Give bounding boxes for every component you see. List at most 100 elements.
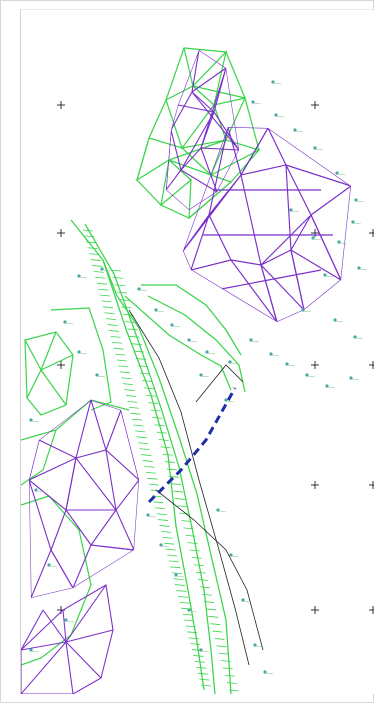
strip-hatch-mark	[162, 536, 173, 539]
survey-point-label-mark	[31, 420, 40, 423]
strip-hatch-mark	[210, 623, 221, 626]
grid-crosshair-mark	[311, 229, 319, 237]
strip-hatch-mark	[171, 572, 182, 575]
strip-hatch-mark	[98, 288, 109, 291]
strip-hatch-mark	[119, 371, 130, 374]
strip-hatch-mark	[144, 387, 155, 390]
strip-hatch-mark	[144, 465, 155, 468]
strip-hatch-mark	[99, 294, 110, 297]
grid-crosshair-mark	[369, 481, 374, 489]
strip-hatch-mark	[185, 534, 196, 537]
strip-hatch-mark	[133, 424, 144, 427]
strip-hatch-mark	[187, 631, 198, 634]
green-mesh-top	[135, 47, 261, 220]
strip-hatch-mark	[135, 430, 146, 433]
strip-hatch-mark	[93, 270, 104, 273]
strip-hatch-mark	[125, 321, 136, 323]
strip-hatch-mark	[147, 477, 158, 480]
survey-point-label-mark	[271, 354, 280, 357]
strip-hatch-mark	[185, 625, 196, 628]
survey-point-label-mark	[79, 276, 88, 279]
strip-hatch-mark	[152, 416, 163, 419]
survey-triangulation-drawing	[21, 47, 374, 694]
survey-point	[313, 146, 317, 150]
strip-hatch-mark	[179, 512, 190, 515]
strip-hatch-mark	[145, 471, 156, 474]
strip-hatch-mark	[168, 475, 180, 478]
strip-hatch-mark	[121, 306, 132, 309]
survey-point	[29, 418, 33, 422]
strip-hatch-mark	[154, 507, 166, 510]
survey-point-label-mark	[315, 148, 324, 151]
strip-hatch-mark	[130, 412, 141, 415]
strip-hatch-mark	[107, 324, 118, 326]
strip-hatch-mark	[181, 520, 192, 522]
strip-hatch-mark	[131, 343, 142, 346]
strip-hatch-mark	[191, 556, 202, 559]
survey-point	[333, 318, 337, 322]
strip-hatch-mark	[95, 276, 106, 279]
survey-point	[253, 643, 257, 647]
strip-hatch-mark	[90, 259, 101, 261]
strip-hatch-mark	[161, 530, 172, 533]
survey-point	[77, 274, 81, 278]
strip-hatch-mark	[136, 436, 147, 439]
survey-point-label-mark	[243, 600, 252, 603]
strip-hatch-mark	[129, 335, 140, 338]
survey-point-label-mark	[36, 490, 45, 493]
strip-hatch-mark	[190, 643, 201, 646]
strip-hatch-mark	[142, 380, 153, 382]
strip-hatch-mark	[128, 406, 140, 409]
strip-hatch-mark	[212, 630, 223, 633]
survey-point	[199, 648, 203, 652]
survey-point-label-mark	[49, 565, 58, 568]
strip-hatch-mark	[122, 383, 133, 386]
strip-hatch-mark	[133, 350, 144, 353]
survey-point-label-mark	[148, 515, 157, 518]
survey-point-label-mark	[65, 322, 74, 325]
strip-hatch-mark	[118, 365, 129, 368]
survey-point-label-mark	[355, 337, 364, 340]
purple-mesh-right	[183, 127, 351, 322]
survey-point-label-mark	[327, 386, 336, 389]
strip-hatch-mark	[197, 579, 208, 581]
strip-hatch-mark	[113, 347, 124, 350]
strip-hatch-mark	[148, 483, 159, 486]
survey-point	[311, 236, 315, 240]
survey-point-label-mark	[313, 238, 322, 241]
strip-hatch-mark	[228, 689, 240, 692]
strip-hatch-mark	[199, 586, 211, 589]
strip-hatch-mark	[173, 578, 184, 581]
strip-hatch-mark	[184, 619, 195, 622]
survey-point	[29, 648, 33, 652]
survey-point-label-mark	[79, 352, 88, 355]
strip-hatch-mark	[202, 593, 213, 596]
survey-point-label-mark	[273, 82, 282, 85]
survey-point	[337, 240, 341, 244]
strip-hatch-mark	[194, 660, 205, 663]
strip-hatch-mark	[166, 468, 177, 471]
survey-point-label-mark	[201, 650, 210, 653]
grid-crosshair-mark	[369, 606, 374, 614]
survey-point-label-mark	[97, 375, 106, 378]
green-outline-left	[21, 307, 130, 666]
survey-point	[249, 338, 253, 342]
survey-point-label-mark	[253, 102, 262, 105]
survey-point	[323, 273, 327, 277]
strip-hatch-mark	[170, 483, 182, 486]
strip-hatch-mark	[156, 513, 167, 516]
survey-drawing-canvas[interactable]	[20, 9, 374, 694]
survey-point	[47, 563, 51, 567]
survey-point-label-mark	[156, 310, 165, 313]
survey-point-label-mark	[307, 375, 316, 378]
survey-point	[354, 198, 358, 202]
survey-point	[349, 376, 353, 380]
survey-point	[293, 128, 297, 132]
strip-hatch-mark	[101, 300, 112, 303]
strip-hatch-mark	[110, 269, 122, 272]
blue-dashed-connector	[147, 387, 237, 504]
grid-crosshair-mark	[369, 361, 374, 369]
strip-hatch-mark	[167, 554, 178, 557]
survey-point	[64, 618, 68, 622]
